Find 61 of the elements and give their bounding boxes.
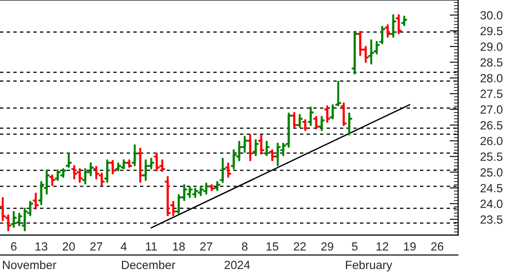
x-tick-label: 27 xyxy=(200,242,212,251)
y-tick-label: 29.0 xyxy=(480,42,502,51)
candlestick xyxy=(110,160,116,174)
candlestick xyxy=(137,148,144,183)
candlestick xyxy=(296,114,303,128)
x-tick-label: 6 xyxy=(11,242,17,251)
candlestick xyxy=(396,14,402,34)
candlestick xyxy=(352,30,358,75)
candlestick xyxy=(225,162,232,178)
candlestick xyxy=(247,134,254,162)
y-tick-label: 26.5 xyxy=(480,121,502,130)
y-tick-label: 24.5 xyxy=(480,184,502,192)
x-tick-label: 18 xyxy=(173,242,185,251)
y-tick-label: 24.0 xyxy=(480,200,502,208)
x-tick-label: 29 xyxy=(321,242,334,251)
candlestick xyxy=(252,139,259,156)
y-tick-label: 28.5 xyxy=(480,58,502,67)
candlestick xyxy=(104,159,110,183)
x-tick-label: 12 xyxy=(376,242,388,251)
x-tick-label: 22 xyxy=(294,242,306,251)
candlestick xyxy=(390,14,396,38)
x-tick-label: 13 xyxy=(36,242,48,251)
candlestick xyxy=(220,158,226,183)
x-tick-label: 8 xyxy=(242,242,248,251)
candlestick xyxy=(32,192,39,210)
candlestick xyxy=(308,106,314,126)
candlestick xyxy=(132,144,138,166)
y-tick-label: 30.0 xyxy=(480,11,502,20)
candlestick xyxy=(340,102,347,126)
y-tick-label: 26.0 xyxy=(480,136,502,146)
text: 2024 xyxy=(224,260,250,270)
x-tick-label: 4 xyxy=(120,242,127,251)
x-tick-label: 15 xyxy=(266,242,278,251)
candlestick xyxy=(264,140,270,156)
x-tick-label: 5 xyxy=(352,242,358,251)
candlestick xyxy=(318,116,325,132)
candlestick xyxy=(346,112,352,136)
candlestick xyxy=(384,24,391,38)
y-tick-label: 27.0 xyxy=(480,105,502,114)
candlestick xyxy=(66,152,72,168)
y-tick-label: 29.5 xyxy=(480,26,502,36)
text: December xyxy=(122,260,176,270)
candlestick xyxy=(324,105,330,123)
y-tick-label: 27.5 xyxy=(480,90,502,98)
x-tick-label: 27 xyxy=(90,242,102,251)
candlestick xyxy=(302,119,308,132)
candlestick xyxy=(269,149,276,162)
x-tick-label: 11 xyxy=(146,242,157,251)
candlestick xyxy=(49,174,56,186)
x-tick-label: 26 xyxy=(431,242,444,251)
y-tick-label: 25.5 xyxy=(480,152,502,161)
y-tick-label: 23.5 xyxy=(480,215,502,224)
y-tick-label: 25.0 xyxy=(480,168,502,177)
text: February xyxy=(346,260,392,272)
x-tick-label: 19 xyxy=(404,242,416,251)
text: November xyxy=(2,260,56,270)
x-tick-label: 20 xyxy=(62,242,75,251)
y-tick-label: 28.0 xyxy=(480,74,502,82)
candlestick xyxy=(258,134,264,155)
candlestick xyxy=(313,116,320,130)
candlestick xyxy=(291,112,298,128)
